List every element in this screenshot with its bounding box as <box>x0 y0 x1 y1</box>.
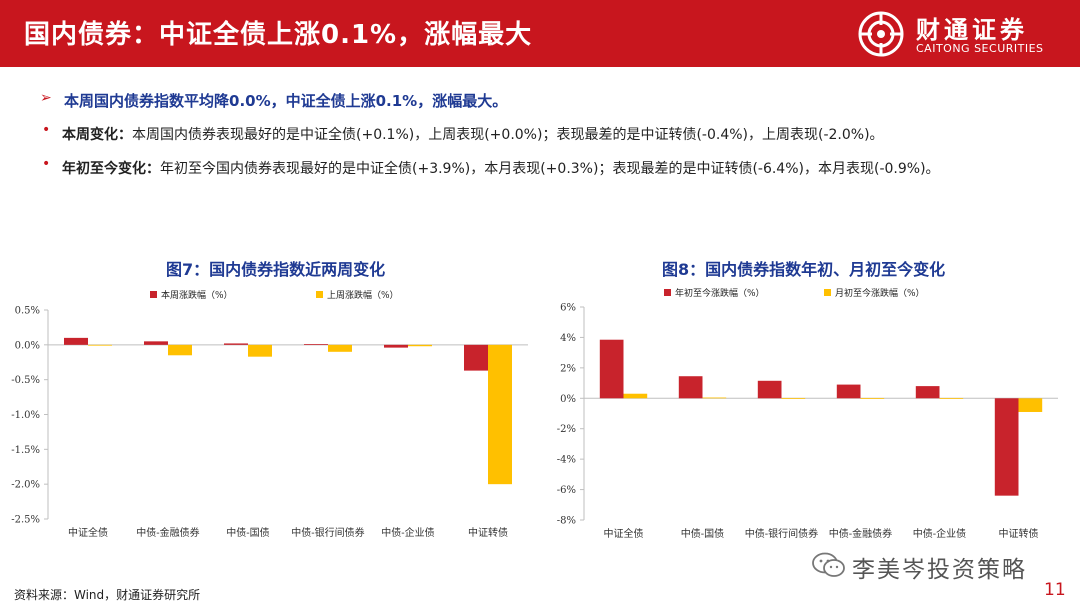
y-tick-label: -1.5% <box>11 445 40 456</box>
bar-secondary <box>168 344 192 356</box>
logo-mark-icon <box>858 11 904 57</box>
bar-secondary <box>702 397 727 399</box>
summary-headline: ➢ 本周国内债券指数平均降0.0%，中证全债上涨0.1%，涨幅最大。 <box>40 90 508 110</box>
legend-label: 年初至今涨跌幅（%） <box>675 287 765 299</box>
bar-secondary <box>781 397 806 399</box>
summary-bullets: ➢ 本周国内债券指数平均降0.0%，中证全债上涨0.1%，涨幅最大。 • 本周变… <box>40 84 1070 186</box>
y-tick-label: 0.0% <box>15 340 40 351</box>
x-tick-label: 中证转债 <box>468 526 508 539</box>
bullet-text: 本周国内债券表现最好的是中证全债(+0.1%)，上周表现(+0.0%)；表现最差… <box>132 127 884 143</box>
x-tick-label: 中债-企业债 <box>913 527 966 540</box>
y-tick-label: 0% <box>560 394 576 405</box>
x-tick-label: 中债-企业债 <box>381 526 434 539</box>
watermark: 李美岑投资策略 <box>812 548 1048 583</box>
bar-primary <box>224 343 248 345</box>
x-tick-label: 中债-银行间债券 <box>745 527 818 540</box>
x-tick-label: 中债-国债 <box>681 527 724 540</box>
slide-title: 国内债券：中证全债上涨0.1%，涨幅最大 <box>24 20 533 50</box>
legend-label: 本周涨跌幅（%） <box>161 289 233 301</box>
bar-secondary <box>328 344 352 352</box>
legend-swatch <box>316 291 323 298</box>
y-tick-label: 4% <box>560 333 576 344</box>
page-number: 11 <box>1044 580 1066 600</box>
y-tick-label: -8% <box>557 516 576 527</box>
bullet-dot-icon: • <box>42 122 51 138</box>
y-tick-label: -0.5% <box>11 375 40 386</box>
bar-secondary <box>860 397 885 399</box>
slide-header: 国内债券：中证全债上涨0.1%，涨幅最大 财通证券 CAITONG SECURI… <box>0 0 1080 67</box>
bullet-dot-icon: • <box>42 156 51 172</box>
x-tick-label: 中债-国债 <box>226 526 269 539</box>
bar-primary <box>64 337 88 345</box>
source-note: 资料来源：Wind，财通证券研究所 <box>14 588 201 602</box>
bar-primary <box>599 339 624 399</box>
chart-title-right: 图8：国内债券指数年初、月初至今变化 <box>662 260 946 279</box>
bar-secondary <box>939 397 964 399</box>
bar-chart-ytd: 年初至今涨跌幅（%） 月初至今涨跌幅（%） 6% 4% 2% 0% -2% -4% -6% -8%… <box>557 287 1058 540</box>
legend-label: 上周涨跌幅（%） <box>327 289 399 301</box>
bar-secondary <box>408 344 432 347</box>
ytd-change-bullet: • 年初至今变化：年初至今国内债券表现最好的是中证全债(+3.9%)，本月表现(… <box>40 152 1070 186</box>
logo-text-en: CAITONG SECURITIES <box>916 42 1044 55</box>
y-tick-label: -2.0% <box>11 480 40 491</box>
bar-primary <box>678 376 703 399</box>
bar-secondary <box>1018 398 1043 412</box>
y-tick-label: 0.5% <box>15 306 40 317</box>
x-tick-label: 中债-银行间债券 <box>291 526 364 539</box>
x-tick-label: 中证全债 <box>604 527 644 540</box>
x-tick-label: 中债-金融债券 <box>136 526 199 539</box>
logo-text-cn: 财通证券 <box>916 16 1028 44</box>
y-tick-label: -1.0% <box>11 410 40 421</box>
x-tick-label: 中债-金融债券 <box>829 527 892 540</box>
y-tick-label: -6% <box>557 485 576 496</box>
y-tick-label: 6% <box>560 303 576 314</box>
bullet-key: 年初至今变化： <box>62 161 160 177</box>
legend-label: 月初至今涨跌幅（%） <box>835 287 925 299</box>
legend-swatch <box>824 289 831 296</box>
y-tick-label: -2.5% <box>11 515 40 526</box>
bar-primary <box>384 344 408 348</box>
chart-title-left: 图7：国内债券指数近两周变化 <box>166 260 386 279</box>
weekly-change-bullet: • 本周变化：本周国内债券表现最好的是中证全债(+0.1%)，上周表现(+0.0… <box>40 118 1070 152</box>
bar-secondary <box>623 393 648 399</box>
bar-primary <box>304 344 328 345</box>
bullet-key: 本周变化： <box>62 127 132 143</box>
y-tick-label: -4% <box>557 455 576 466</box>
bar-primary <box>836 384 861 399</box>
bar-primary <box>464 344 488 371</box>
bar-primary <box>144 341 168 345</box>
legend-swatch <box>664 289 671 296</box>
arrow-bullet-icon: ➢ <box>40 90 52 106</box>
bar-primary <box>994 398 1019 496</box>
bar-chart-weekly: 本周涨跌幅（%） 上周涨跌幅（%） 0.5% 0.0% -0.5% -1.0% -1.5% -… <box>11 289 528 539</box>
bullet-text: 年初至今国内债券表现最好的是中证全债(+3.9%)，本月表现(+0.3%)；表现… <box>160 161 940 177</box>
watermark-text: 李美岑投资策略 <box>852 557 1027 583</box>
bar-secondary <box>88 344 112 346</box>
company-logo: 财通证券 CAITONG SECURITIES <box>854 6 1074 62</box>
bar-primary <box>757 380 782 399</box>
bar-secondary <box>248 344 272 357</box>
x-tick-label: 中证转债 <box>999 527 1039 540</box>
x-tick-label: 中证全债 <box>68 526 108 539</box>
legend-swatch <box>150 291 157 298</box>
wechat-icon <box>812 552 845 577</box>
y-tick-label: -2% <box>557 424 576 435</box>
bar-primary <box>915 386 940 399</box>
bar-secondary <box>488 344 512 485</box>
y-tick-label: 2% <box>560 363 576 374</box>
